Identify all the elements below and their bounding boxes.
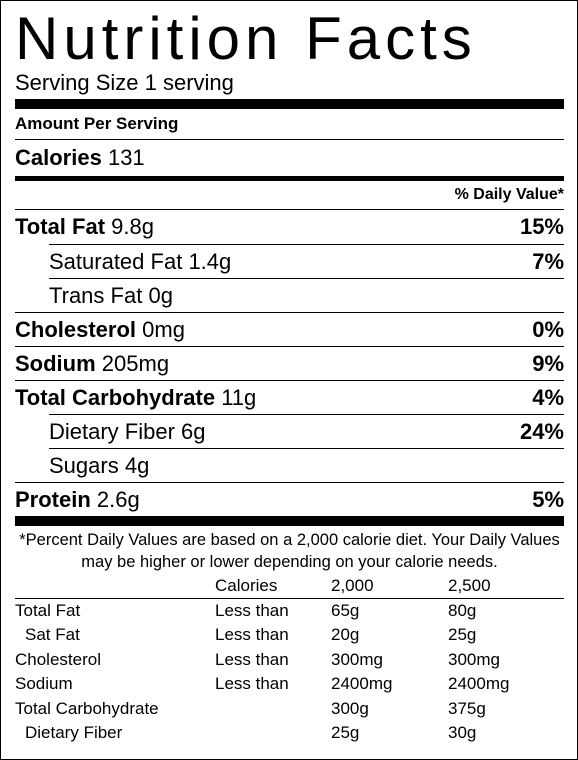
table-row: Total Carbohydrate 300g 375g (15, 697, 564, 722)
nutrient-row: Sugars 4g (49, 448, 564, 482)
cell: 2400mg (448, 674, 510, 694)
nutrient-row: Protein 2.6g 5% (15, 482, 564, 516)
nutrient-row: Trans Fat 0g (49, 278, 564, 312)
serving-size: Serving Size 1 serving (15, 70, 234, 95)
cell: Cholesterol (15, 649, 101, 669)
nutrient-row: Dietary Fiber 6g 24% (49, 414, 564, 448)
table-row: Sat Fat Less than 20g 25g (15, 623, 564, 648)
nutrient-name: Sodium (15, 351, 96, 376)
nutrient-amount: 11g (221, 385, 257, 410)
cell: Less than (215, 625, 289, 645)
cell: 80g (448, 601, 477, 620)
header-cell: Calories (215, 574, 331, 599)
cell: Dietary Fiber (25, 723, 123, 743)
daily-value: 5% (532, 487, 564, 512)
cell: 300mg (448, 649, 500, 669)
cell: Less than (215, 649, 289, 669)
nutrient-row: Saturated Fat 1.4g 7% (49, 244, 564, 278)
daily-value: 0% (532, 317, 564, 342)
nutrient-row: Total Fat 9.8g 15% (15, 210, 564, 244)
daily-value: 24% (519, 419, 564, 444)
divider (15, 99, 564, 109)
cell: 2400mg (331, 674, 393, 694)
cell: Total Carbohydrate (15, 698, 159, 718)
table-row: Sodium Less than 2400mg 2400mg (15, 672, 564, 697)
cell: Less than (215, 601, 289, 620)
nutrient-row: Sodium 205mg 9% (15, 346, 564, 380)
cell: 300g (331, 698, 369, 718)
daily-value: 7% (532, 249, 564, 274)
cell: Sat Fat (25, 625, 80, 645)
nutrient-name: Saturated Fat (49, 249, 183, 274)
nutrient-row: Total Carbohydrate 11g 4% (15, 380, 564, 414)
nutrient-name: Protein (15, 487, 91, 512)
calories-value: 131 (107, 145, 145, 170)
cell: Sodium (15, 674, 73, 694)
reference-table: Calories 2,000 2,500 Total Fat Less than 6… (15, 574, 564, 746)
cell: 300mg (331, 649, 383, 669)
cell: 20g (331, 625, 360, 645)
divider (15, 176, 564, 181)
cell: Less than (215, 674, 289, 694)
nutrient-name: Total Carbohydrate (15, 385, 216, 410)
nutrient-amount: 6g (181, 419, 206, 444)
daily-value: 4% (532, 385, 564, 410)
table-header: Calories 2,000 2,500 (15, 574, 564, 599)
title: Nutrition Facts (15, 5, 477, 72)
nutrient-name: Dietary Fiber (49, 419, 175, 444)
nutrient-amount: 205mg (101, 351, 170, 376)
nutrient-row: Cholesterol 0mg 0% (15, 312, 564, 346)
table-row: Dietary Fiber 25g 30g (15, 721, 564, 746)
cell: 375g (448, 698, 486, 718)
amount-per-serving: Amount Per Serving (15, 109, 564, 140)
nutrient-amount: 9.8g (111, 214, 154, 239)
cell: 30g (448, 723, 477, 743)
nutrient-amount: 0mg (142, 317, 185, 342)
table-row: Total Fat Less than 65g 80g (15, 599, 564, 624)
nutrient-name: Total Fat (15, 214, 106, 239)
header-cell: 2,500 (448, 574, 564, 599)
daily-value: 9% (532, 351, 564, 376)
cell: 25g (448, 625, 477, 645)
nutrient-name: Cholesterol (15, 317, 137, 342)
nutrient-amount: 1.4g (188, 249, 232, 274)
header-cell: 2,000 (331, 574, 448, 599)
nutrient-name: Sugars (49, 453, 119, 478)
table-row: Cholesterol Less than 300mg 300mg (15, 648, 564, 673)
calories-label: Calories (15, 145, 102, 170)
nutrient-name: Trans Fat (49, 283, 143, 308)
calories: Calories 131 (15, 140, 564, 176)
footnote: *Percent Daily Values are based on a 2,0… (19, 531, 560, 571)
nutrient-amount: 2.6g (96, 487, 140, 512)
nutrient-amount: 0g (148, 283, 173, 308)
divider (15, 516, 564, 526)
nutrient-amount: 4g (124, 453, 150, 478)
cell: 25g (331, 723, 360, 743)
daily-value-header: % Daily Value* (15, 181, 564, 210)
cell: Total Fat (15, 601, 81, 620)
daily-value: 15% (519, 214, 564, 239)
cell: 65g (331, 601, 360, 620)
